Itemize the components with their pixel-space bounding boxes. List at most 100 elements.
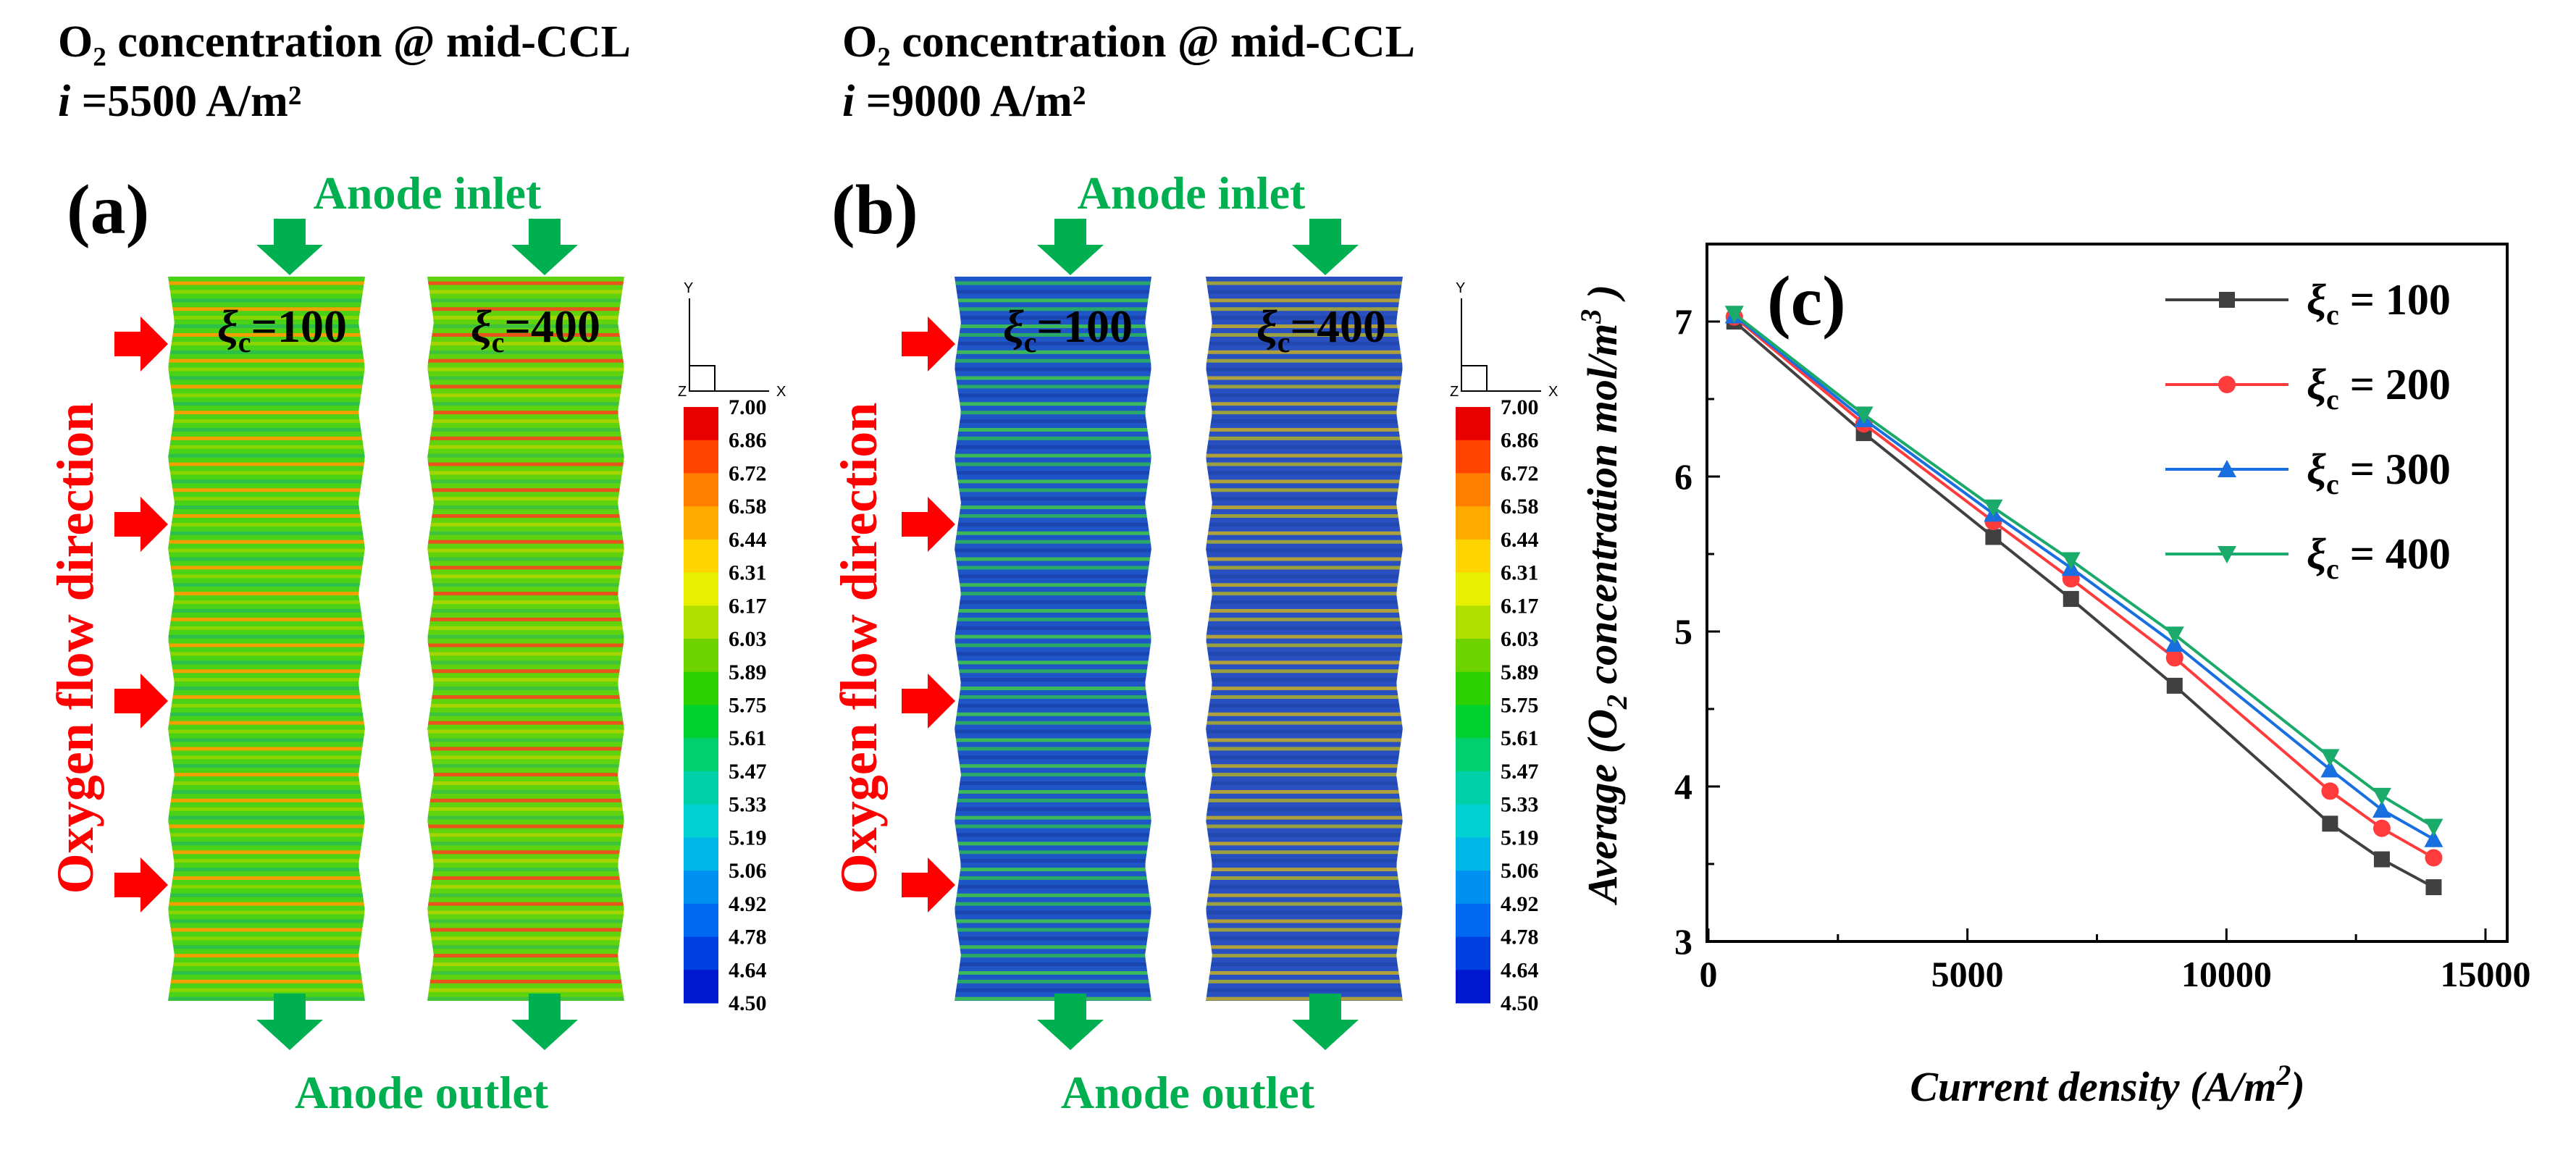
field-stripe (168, 824, 365, 828)
field-stripe (427, 902, 624, 906)
field-stripe (427, 910, 624, 915)
field-stripe (168, 859, 365, 863)
field-stripe (427, 393, 624, 398)
marker-triangle-down (2372, 787, 2391, 805)
field-stripe (427, 807, 624, 811)
field-stripe (955, 522, 1151, 526)
panel-b-axis-y-label: Y (1456, 280, 1465, 296)
field-stripe (955, 884, 1151, 889)
field-stripe (168, 350, 365, 354)
field-stripe (427, 962, 624, 967)
field-stripe (168, 471, 365, 475)
field-stripe (427, 497, 624, 501)
panel-b-oxygen-arrow-2-icon (902, 497, 955, 552)
field-stripe (427, 970, 624, 975)
colorbar-label: 6.44 (729, 528, 767, 552)
field-stripe (955, 652, 1151, 656)
chart-legend: ξc = 100 ξc = 200 ξc = 300 ξc = 400 (2165, 276, 2451, 585)
field-stripe (955, 462, 1151, 466)
panel-b-outlet-arrow-right-icon (1292, 994, 1359, 1050)
field-stripe (168, 910, 365, 915)
marker-triangle-down (1724, 306, 1744, 324)
field-stripe (427, 703, 624, 708)
panel-b-oxygen-arrow-3-icon (902, 674, 955, 729)
colorbar-swatch (1456, 473, 1490, 507)
colorbar-swatch (684, 639, 718, 673)
field-stripe (955, 678, 1151, 682)
field-stripe (955, 316, 1151, 320)
series-4 (1724, 306, 2443, 836)
panel-a-field-left (167, 277, 366, 1001)
field-stripe (955, 281, 1151, 285)
field-stripe (168, 928, 365, 932)
colorbar-swatch (684, 804, 718, 838)
field-stripe (955, 643, 1151, 647)
field-stripe (1206, 376, 1403, 380)
x-tick-label: 0 (1700, 954, 1718, 994)
field-stripe (1206, 954, 1403, 958)
field-stripe (427, 281, 624, 285)
marker-circle (2321, 782, 2339, 800)
chart-series (1724, 306, 2443, 896)
colorbar-swatch (1456, 738, 1490, 772)
field-stripe (168, 868, 365, 872)
field-edge-right (1145, 277, 1153, 1001)
field-stripe (1206, 893, 1403, 897)
field-stripe (168, 970, 365, 975)
field-stripe (1206, 393, 1403, 398)
field-stripe (955, 962, 1151, 967)
field-stripe (168, 773, 365, 777)
field-stripe (168, 522, 365, 526)
colorbar-label: 6.03 (729, 627, 767, 651)
colorbar-label: 7.00 (1501, 395, 1539, 419)
field-stripe (955, 548, 1151, 553)
marker-triangle-up (2218, 460, 2236, 477)
field-stripe (427, 332, 624, 337)
field-stripe (427, 868, 624, 872)
field-stripe (955, 608, 1151, 613)
field-stripe (955, 842, 1151, 846)
field-stripe (955, 634, 1151, 639)
field-stripe (168, 902, 365, 906)
field-stripe (168, 781, 365, 786)
panel-b-field-left-label: ξc=100 (1003, 301, 1133, 358)
x-tick-label: 10000 (2181, 954, 2272, 994)
field-stripe (168, 988, 365, 992)
colorbar-label: 5.06 (1501, 859, 1539, 883)
panel-a-oxygen-arrow-1-icon (114, 316, 168, 372)
field-stripe (955, 332, 1151, 337)
field-stripe (427, 721, 624, 725)
series-line (1733, 316, 2435, 860)
colorbar-swatch (1456, 440, 1490, 474)
field-stripe (1206, 979, 1403, 983)
field-stripe (168, 583, 365, 587)
field-stripe (427, 660, 624, 665)
field-stripe (427, 341, 624, 345)
colorbar-label: 6.58 (1501, 495, 1539, 519)
field-stripe (168, 281, 365, 285)
field-stripe (1206, 928, 1403, 932)
field-stripe (168, 954, 365, 958)
colorbar-swatch (684, 771, 718, 805)
field-stripe (427, 764, 624, 768)
field-stripe (427, 824, 624, 828)
colorbar-label: 6.86 (1501, 429, 1539, 453)
panel-a-current-symbol: i (58, 77, 70, 126)
panel-b-oxygen-flow-label: Oxygen flow direction (830, 403, 888, 894)
marker-triangle-down (2320, 749, 2340, 767)
colorbar-label: 6.31 (1501, 561, 1539, 585)
field-stripe (168, 755, 365, 760)
field-stripe (955, 660, 1151, 665)
field-stripe (168, 678, 365, 682)
field-stripe (955, 540, 1151, 544)
field-stripe (427, 643, 624, 647)
colorbar-swatch (1456, 804, 1490, 838)
colorbar-swatch (1456, 936, 1490, 970)
field-stripe (1206, 411, 1403, 415)
field-stripe (955, 583, 1151, 587)
field-stripe (427, 936, 624, 941)
field-stripe (1206, 789, 1403, 794)
colorbar-swatch (684, 936, 718, 970)
panel-b-axis-triad: Y X Z (1450, 280, 1558, 400)
